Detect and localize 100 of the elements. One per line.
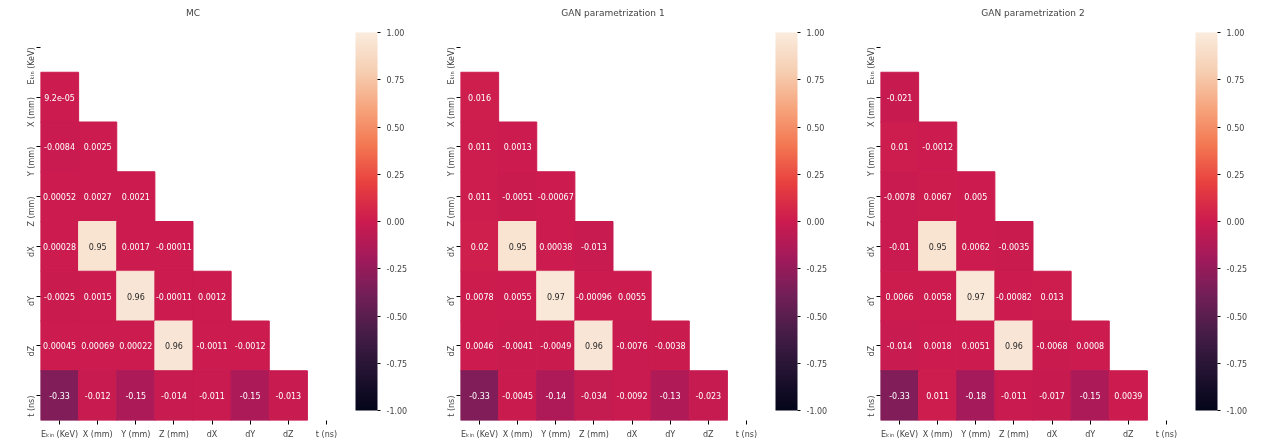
x-tick-label: X (mm) xyxy=(922,429,953,439)
data-label: 0.011 xyxy=(468,143,492,153)
chart-title: GAN parametrization 2 xyxy=(981,7,1085,18)
y-tick-label: Eₖᵢₙ (KeV) xyxy=(447,47,456,85)
color-bar-label: -1.00 xyxy=(806,407,828,416)
color-bar-label: -0.25 xyxy=(1226,265,1248,275)
color-bar-label: -0.25 xyxy=(386,265,408,275)
y-tick-label: dX xyxy=(447,245,456,257)
color-bar-label: 0.00 xyxy=(1226,218,1245,227)
data-label: -0.15 xyxy=(239,392,261,402)
x-tick-label: Z (mm) xyxy=(999,429,1029,439)
data-label: 0.0078 xyxy=(465,292,494,302)
y-tick-label: dY xyxy=(867,296,876,307)
data-label: -0.011 xyxy=(199,392,225,402)
data-label: 0.0021 xyxy=(121,193,150,203)
data-label: -0.0084 xyxy=(44,143,76,153)
color-bar-label: -0.25 xyxy=(806,265,828,275)
x-tick-label: Eₖᵢₙ (KeV) xyxy=(881,429,919,439)
data-label: 0.0013 xyxy=(503,143,532,153)
color-bar-label: -0.75 xyxy=(386,359,408,369)
chart-title: GAN parametrization 1 xyxy=(561,7,665,18)
data-label: -0.0078 xyxy=(884,193,916,203)
y-tick-label: Y (mm) xyxy=(447,146,456,178)
color-bar-label: 0.75 xyxy=(1226,76,1245,86)
data-label: -0.15 xyxy=(1079,392,1101,402)
color-bar-label: 0.75 xyxy=(386,76,405,86)
color-bar-label: 0.25 xyxy=(1226,170,1245,180)
color-bar-label: 0.25 xyxy=(806,170,825,180)
x-tick-label: X (mm) xyxy=(82,429,113,439)
data-label: 0.0062 xyxy=(961,242,990,252)
data-label: -0.00011 xyxy=(155,242,192,252)
data-label: 0.95 xyxy=(508,242,527,252)
color-bar-label: 0.50 xyxy=(386,123,405,133)
data-label: 0.0067 xyxy=(923,193,952,203)
color-bar-label: 0.00 xyxy=(386,218,405,227)
data-label: -0.013 xyxy=(275,392,302,402)
data-label: 0.95 xyxy=(88,242,107,252)
color-bar-label: 0.25 xyxy=(386,170,405,180)
x-tick-label: t (ns) xyxy=(315,429,338,439)
data-label: -0.0068 xyxy=(1036,342,1068,352)
data-label: -0.0011 xyxy=(196,342,228,352)
y-tick-label: X (mm) xyxy=(867,97,876,127)
data-label: 0.00045 xyxy=(43,342,77,352)
data-label: -0.017 xyxy=(1039,392,1065,402)
x-tick-label: Y (mm) xyxy=(120,429,151,439)
color-bar-label: 0.50 xyxy=(806,123,825,133)
x-tick-label: dX xyxy=(206,429,218,439)
y-tick-label: dY xyxy=(447,296,456,307)
x-tick-label: Eₖᵢₙ (KeV) xyxy=(461,429,499,439)
x-tick-label: t (ns) xyxy=(735,429,758,439)
x-tick-label: dZ xyxy=(283,429,295,439)
x-tick-label: dX xyxy=(1046,429,1058,439)
y-tick-label: dZ xyxy=(867,345,876,357)
data-label: -0.00011 xyxy=(155,292,192,302)
color-bar-label: -0.75 xyxy=(1226,359,1248,369)
data-label: -0.0025 xyxy=(44,292,76,302)
data-label: -0.014 xyxy=(161,392,187,402)
x-tick-label: Y (mm) xyxy=(960,429,991,439)
data-label: -0.023 xyxy=(695,392,722,402)
x-tick-label: Eₖᵢₙ (KeV) xyxy=(41,429,79,439)
data-label: -0.0035 xyxy=(998,242,1030,252)
data-label: 0.0008 xyxy=(1076,342,1105,352)
y-tick-label: dX xyxy=(27,245,36,257)
data-label: -0.33 xyxy=(49,392,70,402)
y-tick-label: dZ xyxy=(447,345,456,357)
x-tick-label: dZ xyxy=(1123,429,1135,439)
x-tick-label: dZ xyxy=(703,429,715,439)
data-label: -0.00067 xyxy=(537,193,574,203)
color-bar-label: -0.50 xyxy=(806,312,828,322)
color-bar-label: 0.00 xyxy=(806,218,825,227)
data-label: -0.013 xyxy=(581,242,607,252)
data-label: -0.0045 xyxy=(502,392,534,402)
data-label: -0.00096 xyxy=(575,292,612,302)
data-label: 9.2e-05 xyxy=(44,93,75,103)
y-tick-label: Y (mm) xyxy=(867,146,876,178)
color-bar-label: 1.00 xyxy=(386,29,405,38)
chart-title: MC xyxy=(185,7,201,18)
data-label: 0.0051 xyxy=(961,342,990,352)
data-label: -0.0049 xyxy=(540,342,572,352)
data-label: -0.18 xyxy=(965,392,987,402)
data-label: -0.021 xyxy=(886,93,913,103)
data-label: 0.0012 xyxy=(198,292,227,302)
data-label: -0.014 xyxy=(886,342,913,352)
x-tick-label: dX xyxy=(626,429,638,439)
x-tick-label: dY xyxy=(665,429,676,439)
y-tick-label: Z (mm) xyxy=(27,196,36,227)
data-label: -0.0038 xyxy=(654,342,686,352)
data-label: -0.33 xyxy=(889,392,910,402)
data-label: 0.013 xyxy=(1040,292,1064,302)
x-tick-label: Z (mm) xyxy=(159,429,189,439)
data-label: 0.96 xyxy=(585,342,603,352)
data-label: 0.011 xyxy=(468,193,492,203)
data-label: -0.0076 xyxy=(616,342,648,352)
data-label: -0.14 xyxy=(545,392,567,402)
data-label: 0.97 xyxy=(546,292,565,302)
data-label: 0.0015 xyxy=(83,292,112,302)
data-label: 0.96 xyxy=(126,292,145,302)
data-label: 0.00069 xyxy=(81,342,115,352)
y-tick-label: X (mm) xyxy=(27,97,36,127)
data-label: 0.0046 xyxy=(465,342,494,352)
